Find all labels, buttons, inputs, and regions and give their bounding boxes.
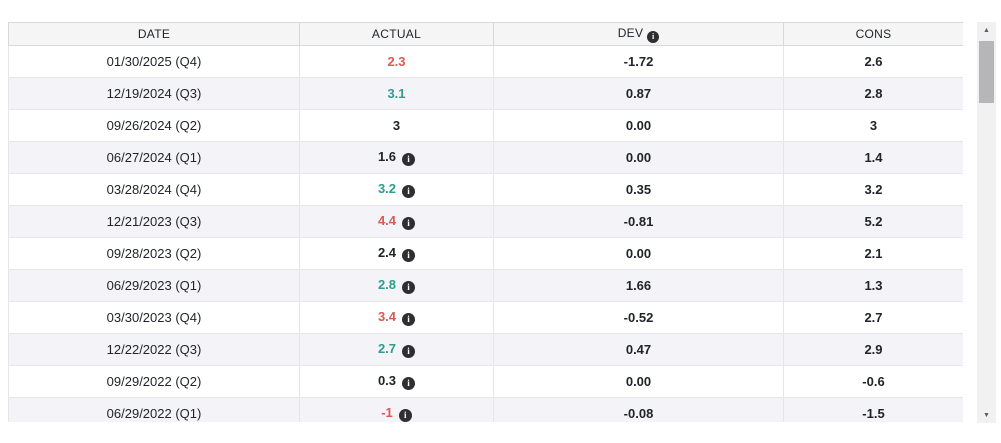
cons-cell: 2.9: [783, 333, 963, 366]
cons-cell: -1.5: [783, 397, 963, 422]
date-cell: 12/22/2022 (Q3): [8, 333, 300, 366]
actual-value: 3.4: [377, 309, 397, 324]
table-row: 03/30/2023 (Q4) 3.4 i -0.52 2.7: [8, 301, 963, 334]
info-icon[interactable]: i: [402, 185, 416, 198]
col-header-date-label: DATE: [137, 27, 171, 41]
date-cell: 06/29/2022 (Q1): [8, 397, 300, 422]
info-icon[interactable]: i: [402, 217, 416, 230]
dev-cell: -0.52: [493, 301, 784, 334]
table-row: 12/22/2022 (Q3) 2.7 i 0.47 2.9: [8, 333, 963, 366]
dev-cell: -0.81: [493, 205, 784, 238]
cons-cell: -0.6: [783, 365, 963, 398]
dev-cell: -1.72: [493, 45, 784, 78]
dev-cell: 0.47: [493, 333, 784, 366]
actual-cell: 1.6 i: [299, 141, 494, 174]
info-icon[interactable]: i: [402, 153, 416, 166]
table-row: 06/29/2022 (Q1) -1 i -0.08 -1.5: [8, 397, 963, 422]
date-cell: 09/26/2024 (Q2): [8, 109, 300, 142]
date-cell: 06/29/2023 (Q1): [8, 269, 300, 302]
cons-cell: 2.6: [783, 45, 963, 78]
actual-value: 2.4: [377, 245, 397, 260]
data-table: DATE ACTUAL DEV i CONS 01/30/2025 (Q4) 2.3…: [8, 22, 963, 422]
col-header-cons-label: CONS: [855, 27, 892, 41]
info-icon[interactable]: i: [402, 377, 416, 390]
table-row: 06/27/2024 (Q1) 1.6 i 0.00 1.4: [8, 141, 963, 174]
dev-cell: -0.08: [493, 397, 784, 422]
date-cell: 09/28/2023 (Q2): [8, 237, 300, 270]
actual-value: 2.7: [377, 341, 397, 356]
actual-value: 3.1: [387, 86, 406, 101]
date-cell: 03/28/2024 (Q4): [8, 173, 300, 206]
cons-cell: 5.2: [783, 205, 963, 238]
actual-cell: 3: [299, 109, 494, 142]
actual-cell: 2.4 i: [299, 237, 494, 270]
actual-value: 0.3: [377, 373, 397, 388]
table-row: 12/19/2024 (Q3) 3.1 0.87 2.8: [8, 77, 963, 110]
dev-cell: 0.87: [493, 77, 784, 110]
actual-value: 2.8: [377, 277, 397, 292]
date-cell: 01/30/2025 (Q4): [8, 45, 300, 78]
actual-cell: 3.4 i: [299, 301, 494, 334]
date-cell: 12/19/2024 (Q3): [8, 77, 300, 110]
actual-value: 1.6: [377, 149, 397, 164]
col-header-actual: ACTUAL: [299, 22, 494, 46]
cons-cell: 1.4: [783, 141, 963, 174]
date-cell: 03/30/2023 (Q4): [8, 301, 300, 334]
scroll-up-arrow-icon[interactable]: ▲: [983, 26, 990, 34]
vertical-scrollbar[interactable]: ▲ ▼: [977, 22, 996, 423]
actual-value: -1: [381, 405, 393, 420]
cons-cell: 2.8: [783, 77, 963, 110]
table-row: 03/28/2024 (Q4) 3.2 i 0.35 3.2: [8, 173, 963, 206]
table-row: 12/21/2023 (Q3) 4.4 i -0.81 5.2: [8, 205, 963, 238]
actual-value: 3.2: [377, 181, 397, 196]
info-icon[interactable]: i: [402, 313, 416, 326]
cons-cell: 3: [783, 109, 963, 142]
dev-cell: 0.00: [493, 365, 784, 398]
dev-cell: 0.00: [493, 109, 784, 142]
actual-cell: 3.1: [299, 77, 494, 110]
cons-cell: 2.7: [783, 301, 963, 334]
dev-info-icon[interactable]: i: [647, 30, 660, 43]
date-cell: 09/29/2022 (Q2): [8, 365, 300, 398]
table-row: 06/29/2023 (Q1) 2.8 i 1.66 1.3: [8, 269, 963, 302]
info-icon[interactable]: i: [402, 345, 416, 358]
info-icon[interactable]: i: [398, 409, 412, 422]
actual-cell: 2.8 i: [299, 269, 494, 302]
actual-cell: 4.4 i: [299, 205, 494, 238]
actual-value: 4.4: [377, 213, 397, 228]
table-body: 01/30/2025 (Q4) 2.3 -1.72 2.6 12/19/2024 (Q3…: [8, 45, 963, 422]
header-row: DATE ACTUAL DEV i CONS: [8, 22, 963, 46]
dev-cell: 0.00: [493, 141, 784, 174]
actual-cell: 2.3: [299, 45, 494, 78]
actual-cell: 0.3 i: [299, 365, 494, 398]
cons-cell: 3.2: [783, 173, 963, 206]
col-header-dev-label: DEV: [617, 25, 644, 40]
info-icon[interactable]: i: [402, 249, 416, 262]
dev-cell: 0.35: [493, 173, 784, 206]
scroll-down-arrow-icon[interactable]: ▼: [983, 411, 990, 419]
col-header-actual-label: ACTUAL: [371, 27, 422, 41]
dev-cell: 1.66: [493, 269, 784, 302]
actual-cell: -1 i: [299, 397, 494, 422]
date-cell: 12/21/2023 (Q3): [8, 205, 300, 238]
col-header-cons: CONS: [783, 22, 963, 46]
info-icon[interactable]: i: [402, 281, 416, 294]
cons-cell: 2.1: [783, 237, 963, 270]
table-row: 09/29/2022 (Q2) 0.3 i 0.00 -0.6: [8, 365, 963, 398]
cons-cell: 1.3: [783, 269, 963, 302]
scrollbar-thumb[interactable]: [979, 41, 994, 103]
table-row: 01/30/2025 (Q4) 2.3 -1.72 2.6: [8, 45, 963, 78]
data-table-wrap: DATE ACTUAL DEV i CONS 01/30/2025 (Q4) 2.3…: [8, 22, 963, 422]
col-header-dev: DEV i: [493, 22, 784, 46]
actual-cell: 2.7 i: [299, 333, 494, 366]
actual-value: 2.3: [387, 54, 406, 69]
table-row: 09/28/2023 (Q2) 2.4 i 0.00 2.1: [8, 237, 963, 270]
col-header-date: DATE: [8, 22, 300, 46]
actual-value: 3: [392, 118, 401, 133]
dev-cell: 0.00: [493, 237, 784, 270]
table-row: 09/26/2024 (Q2) 3 0.00 3: [8, 109, 963, 142]
date-cell: 06/27/2024 (Q1): [8, 141, 300, 174]
actual-cell: 3.2 i: [299, 173, 494, 206]
